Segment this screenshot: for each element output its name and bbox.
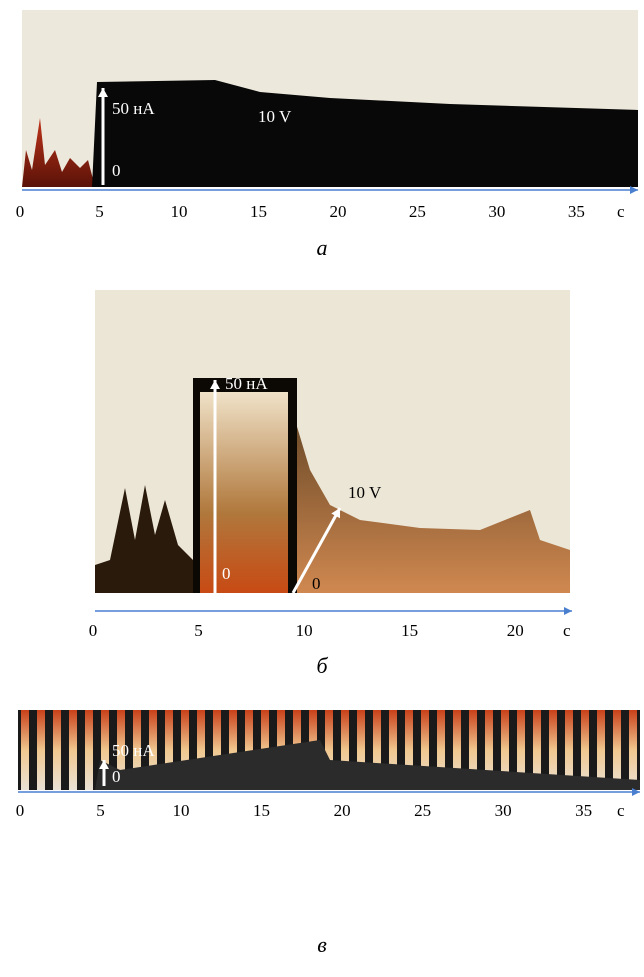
x-tick-label: 5 <box>96 801 105 820</box>
x-tick-label: 0 <box>16 202 25 221</box>
axis-arrow <box>564 607 572 615</box>
annotation: 0 <box>222 564 231 583</box>
x-tick-label: 20 <box>334 801 351 820</box>
page: 05101520253035с50 нА010 Vа05101520с50 нА… <box>0 0 644 977</box>
x-tick-label: 5 <box>194 621 203 640</box>
annotation: 50 нА <box>112 741 155 760</box>
x-tick-label: 15 <box>250 202 267 221</box>
x-tick-label: 5 <box>95 202 104 221</box>
panel-caption: б <box>316 653 328 678</box>
annotation: 10 V <box>348 483 382 502</box>
panel-caption: а <box>317 235 328 260</box>
x-axis-unit: с <box>563 621 571 640</box>
x-tick-label: 0 <box>16 801 25 820</box>
x-tick-label: 15 <box>253 801 270 820</box>
panel-caption: в <box>317 932 327 957</box>
annotation: 0 <box>112 161 121 180</box>
x-tick-label: 20 <box>329 202 346 221</box>
x-tick-label: 15 <box>401 621 418 640</box>
x-tick-label: 10 <box>170 202 187 221</box>
x-tick-label: 0 <box>89 621 98 640</box>
figure: 05101520253035с50 нА010 Vа05101520с50 нА… <box>0 0 644 972</box>
x-axis-unit: с <box>617 202 625 221</box>
x-tick-label: 10 <box>296 621 313 640</box>
x-tick-label: 30 <box>488 202 505 221</box>
x-tick-label: 25 <box>414 801 431 820</box>
x-tick-label: 20 <box>507 621 524 640</box>
panel-b-image <box>95 290 570 593</box>
x-tick-label: 10 <box>173 801 190 820</box>
x-tick-label: 35 <box>568 202 585 221</box>
annotation: 50 нА <box>112 99 155 118</box>
x-tick-label: 30 <box>495 801 512 820</box>
annotation: 10 V <box>258 107 292 126</box>
annotation: 0 <box>312 574 321 593</box>
annotation: 0 <box>112 767 121 786</box>
x-tick-label: 25 <box>409 202 426 221</box>
x-tick-label: 35 <box>575 801 592 820</box>
axis-arrow <box>630 186 638 194</box>
x-axis-unit: с <box>617 801 625 820</box>
annotation: 50 нА <box>225 374 268 393</box>
